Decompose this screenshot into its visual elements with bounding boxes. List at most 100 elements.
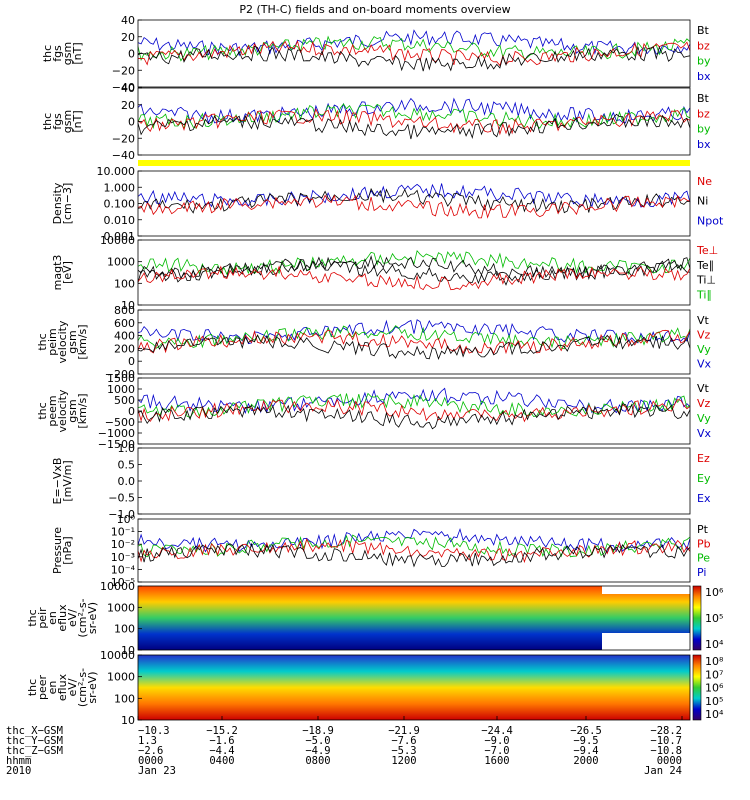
x-axis-value: 1200 (391, 755, 416, 767)
spectrogram (138, 586, 690, 650)
y-tick-label: 1000 (107, 256, 135, 269)
colorbar-tick-label: 10⁶ (705, 586, 724, 599)
y-tick-label: 400 (114, 330, 135, 343)
y-tick-label: 800 (114, 304, 135, 317)
legend-entry: Vy (697, 343, 711, 356)
y-tick-label: 1000 (107, 383, 135, 396)
legend-entry: bx (697, 70, 711, 83)
x-axis-row-label: thc_Z−GSM (6, 745, 63, 757)
y-tick-label: 10⁻⁵ (111, 576, 135, 589)
x-axis-value: 1600 (484, 755, 509, 767)
y-tick-label: 100 (114, 277, 135, 290)
y-tick-label: 1500 (107, 372, 135, 385)
x-axis-value: Jan 24 (644, 765, 682, 777)
legend-entry: Pb (697, 537, 711, 550)
panel-frame (137, 518, 691, 583)
legend-entry: Vz (697, 329, 711, 342)
y-axis-label: velocity (56, 389, 69, 432)
y-axis-label: Density (51, 182, 64, 224)
x-axis-value: 2000 (573, 755, 598, 767)
x-axis-value: −9.4 (573, 745, 598, 757)
x-axis-value: −10.3 (138, 725, 170, 737)
y-axis-label: sr-eV) (86, 671, 99, 703)
x-axis-value: 1.3 (138, 735, 157, 747)
legend-entry: Vt (697, 382, 710, 395)
panels: 40200−20−40thcfgsgsm[nT]Btbzbybx40200−20… (26, 14, 724, 727)
legend-entry: Vx (697, 427, 712, 440)
series-line (137, 403, 691, 430)
series-line (137, 29, 691, 57)
y-axis-label: E=−VxB (51, 458, 64, 505)
legend-entry: Pt (697, 523, 709, 536)
series-line (137, 103, 691, 130)
legend-entry: bz (697, 39, 710, 52)
y-axis-label: thc (36, 402, 49, 419)
legend-entry: Pe (697, 552, 710, 565)
y-axis-label: (cm²-s- (76, 598, 89, 637)
data-gap (602, 633, 690, 650)
series-line (137, 329, 691, 355)
series-line (137, 265, 691, 291)
y-tick-label: 10⁰ (117, 513, 136, 526)
legend-entry: Ey (697, 472, 711, 485)
y-axis-label: [nT] (71, 42, 84, 64)
x-axis-value: 0000 (657, 755, 682, 767)
series-line (137, 325, 691, 350)
y-axis-label: sr-eV) (86, 602, 99, 634)
y-tick-label: 0 (128, 48, 135, 61)
y-tick-label: 0.0 (118, 475, 136, 488)
y-axis-label: eflux (56, 673, 69, 701)
x-axis-table: thc_X−GSM −10.3 −15.2 −18.9 −21.9 −24.4 −26.5−… (6, 716, 683, 777)
y-tick-label: −20 (112, 132, 135, 145)
x-axis-value: −9.5 (573, 735, 598, 747)
legend-entry: Ti∥ (696, 288, 712, 301)
y-tick-label: 1000 (107, 601, 135, 614)
y-tick-label: 20 (121, 31, 135, 44)
y-axis-label: [nT] (71, 110, 84, 132)
y-tick-label: 10⁻³ (111, 551, 135, 564)
y-axis-label: en (46, 681, 59, 695)
y-axis-label: thc (41, 113, 54, 130)
y-tick-label: 100 (114, 692, 135, 705)
series-line (137, 97, 691, 125)
y-tick-label: −20 (112, 64, 135, 77)
panel-frame (137, 585, 691, 651)
panel-10: 10⁶ 10⁵ 10⁴ 10000 1000 100 10 thcpeirenefluxeV/… (26, 580, 724, 657)
y-axis-label: (cm²-s- (76, 668, 89, 707)
series-line (137, 39, 691, 67)
series-line (137, 255, 691, 280)
x-axis-value: Jan 23 (138, 765, 176, 777)
y-axis-label: peim (46, 328, 59, 356)
y-tick-label: 10.000 (97, 165, 136, 178)
x-axis-value: 0800 (305, 755, 330, 767)
colorbar-tick-label: 10⁶ (705, 682, 724, 695)
y-tick-label: −1.0 (108, 508, 135, 521)
x-axis-value: −9.0 (484, 735, 509, 747)
y-axis-label: gsm (66, 330, 79, 353)
x-axis-value: −24.4 (481, 725, 513, 737)
series-line (137, 113, 691, 140)
legend-entry: Ti⊥ (696, 274, 716, 287)
series-line (137, 334, 691, 360)
y-tick-label: 10 (121, 714, 135, 727)
y-tick-label: 10000 (100, 234, 135, 247)
y-tick-label: −40 (112, 81, 135, 94)
colorbar (692, 654, 702, 721)
y-tick-label: 200 (114, 342, 135, 355)
y-axis-label: gsm (61, 110, 74, 133)
y-tick-label: 20 (121, 99, 135, 112)
series-line (137, 528, 691, 553)
y-tick-label: −1500 (98, 438, 135, 451)
y-tick-label: 0.001 (104, 230, 136, 243)
colorbar-tick-label: 10⁷ (705, 668, 723, 681)
series-line (137, 534, 691, 558)
x-axis-value: 0400 (209, 755, 234, 767)
x-axis-value: −15.2 (206, 725, 238, 737)
y-axis-label: [km/s] (76, 393, 89, 428)
y-axis-label: peir (36, 607, 49, 629)
panel-frame (137, 654, 691, 721)
